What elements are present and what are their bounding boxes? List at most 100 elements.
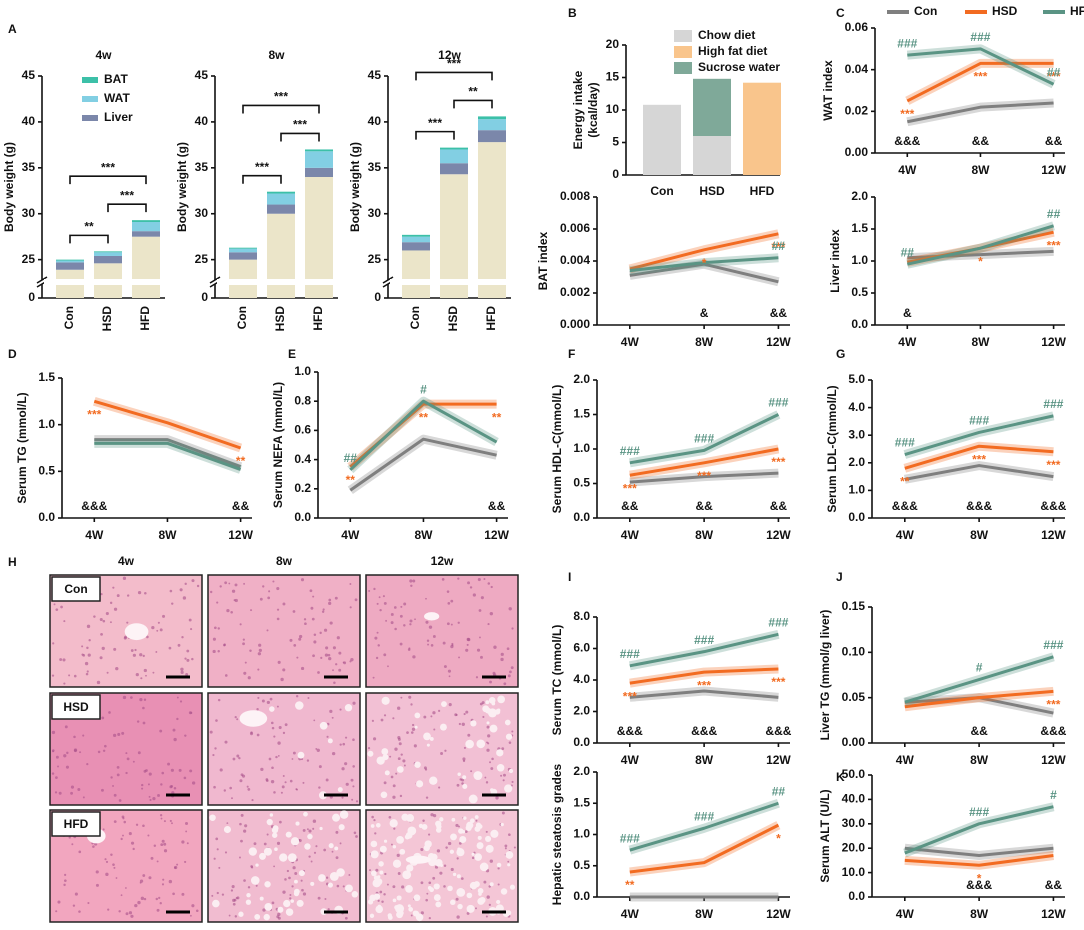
y-tick-label: 0.008 — [560, 189, 590, 203]
tissue-texture — [140, 896, 145, 901]
tissue-texture — [468, 794, 478, 804]
x-tick-label: 4W — [896, 753, 915, 767]
axis-break — [217, 279, 340, 285]
tissue-texture — [505, 851, 514, 859]
tissue-texture — [372, 676, 375, 679]
significance-label: ** — [236, 454, 246, 468]
tissue-texture — [438, 709, 441, 712]
tissue-texture — [184, 734, 187, 737]
significance-label: ## — [901, 245, 915, 259]
tissue-texture — [428, 625, 433, 629]
tissue-texture — [115, 877, 118, 879]
y-tick-label: 2.0 — [573, 704, 590, 718]
comparison-label: *** — [447, 57, 461, 71]
tissue-texture — [71, 843, 74, 846]
tissue-texture — [335, 663, 338, 666]
tissue-texture — [213, 626, 217, 630]
tissue-texture — [476, 842, 484, 850]
tissue-texture — [213, 785, 216, 789]
comparison-bracket — [107, 203, 147, 213]
chart-title: 8w — [268, 48, 285, 62]
tissue-texture — [265, 778, 269, 781]
tissue-texture — [126, 621, 129, 624]
tissue-texture — [176, 717, 179, 721]
tissue-texture — [325, 778, 329, 782]
tissue-texture — [486, 895, 490, 899]
tissue-texture — [396, 895, 402, 901]
tissue-texture — [116, 766, 120, 769]
tissue-texture — [370, 840, 378, 848]
tissue-texture — [182, 596, 187, 600]
tissue-texture — [263, 847, 272, 856]
tissue-texture — [475, 676, 479, 679]
tissue-texture — [483, 880, 487, 884]
histology-image — [207, 809, 361, 923]
bar-segment — [402, 242, 430, 251]
tissue-texture — [329, 871, 339, 881]
tissue-texture — [156, 860, 159, 863]
y-tick-label: 0.00 — [842, 735, 866, 749]
tissue-texture — [430, 813, 434, 817]
bar-segment — [94, 255, 122, 264]
comparison-bracket — [453, 99, 493, 109]
x-tick-label: HFD — [138, 306, 152, 331]
tissue-texture — [118, 799, 122, 802]
tissue-texture — [342, 742, 346, 746]
y-tick-label: 0.5 — [851, 285, 868, 299]
tissue-texture — [461, 778, 465, 782]
tissue-texture — [392, 784, 396, 788]
tissue-texture — [442, 641, 446, 645]
vessel — [405, 855, 431, 864]
bar-segment — [132, 220, 160, 222]
tissue-texture — [344, 736, 348, 739]
tissue-texture — [374, 636, 378, 640]
significance-label: && — [770, 499, 788, 513]
legend-label: Sucrose water — [698, 60, 780, 74]
tissue-texture — [423, 766, 427, 770]
tissue-texture — [224, 674, 228, 677]
row-label: HFD — [64, 817, 89, 831]
tissue-texture — [268, 590, 271, 593]
tissue-texture — [224, 851, 228, 854]
tissue-texture — [458, 722, 461, 726]
tissue-texture — [68, 836, 71, 839]
tissue-texture — [413, 894, 421, 902]
tissue-texture — [108, 711, 111, 714]
y-tick-label: 2.0 — [573, 372, 590, 386]
tissue-texture — [269, 813, 274, 817]
x-tick-label: 12W — [228, 528, 253, 542]
significance-label: *** — [900, 107, 914, 121]
y-tick-label: 45 — [368, 68, 382, 82]
tissue-texture — [125, 752, 128, 755]
tissue-texture — [86, 670, 89, 673]
significance-label: # — [976, 661, 983, 675]
significance-label: ** — [419, 410, 429, 424]
legend-label: HSD — [992, 4, 1018, 18]
tissue-texture — [84, 661, 89, 666]
y-tick-label: 1.0 — [38, 417, 55, 431]
y-axis-label: Serum NEFA (mmol/L) — [271, 382, 285, 508]
significance-label: ### — [620, 444, 640, 458]
tissue-texture — [390, 612, 394, 616]
tissue-texture — [277, 741, 281, 745]
tissue-texture — [489, 611, 494, 616]
tissue-texture — [408, 907, 414, 912]
significance-label: ## — [772, 239, 786, 253]
tissue-texture — [79, 751, 82, 754]
tissue-texture — [497, 867, 500, 870]
significance-label: *** — [771, 675, 785, 689]
tissue-texture — [230, 610, 233, 614]
y-tick-label: 0.5 — [38, 464, 55, 478]
tissue-texture — [392, 885, 396, 889]
tissue-texture — [437, 822, 442, 826]
axis-break — [44, 279, 167, 285]
tissue-texture — [383, 714, 387, 717]
tissue-texture — [450, 599, 454, 603]
tissue-texture — [426, 892, 429, 895]
tissue-texture — [493, 645, 497, 649]
significance-label: ### — [694, 432, 714, 446]
tissue-texture — [117, 732, 121, 736]
tissue-texture — [181, 636, 184, 639]
tissue-texture — [378, 596, 381, 599]
tissue-texture — [171, 791, 175, 795]
